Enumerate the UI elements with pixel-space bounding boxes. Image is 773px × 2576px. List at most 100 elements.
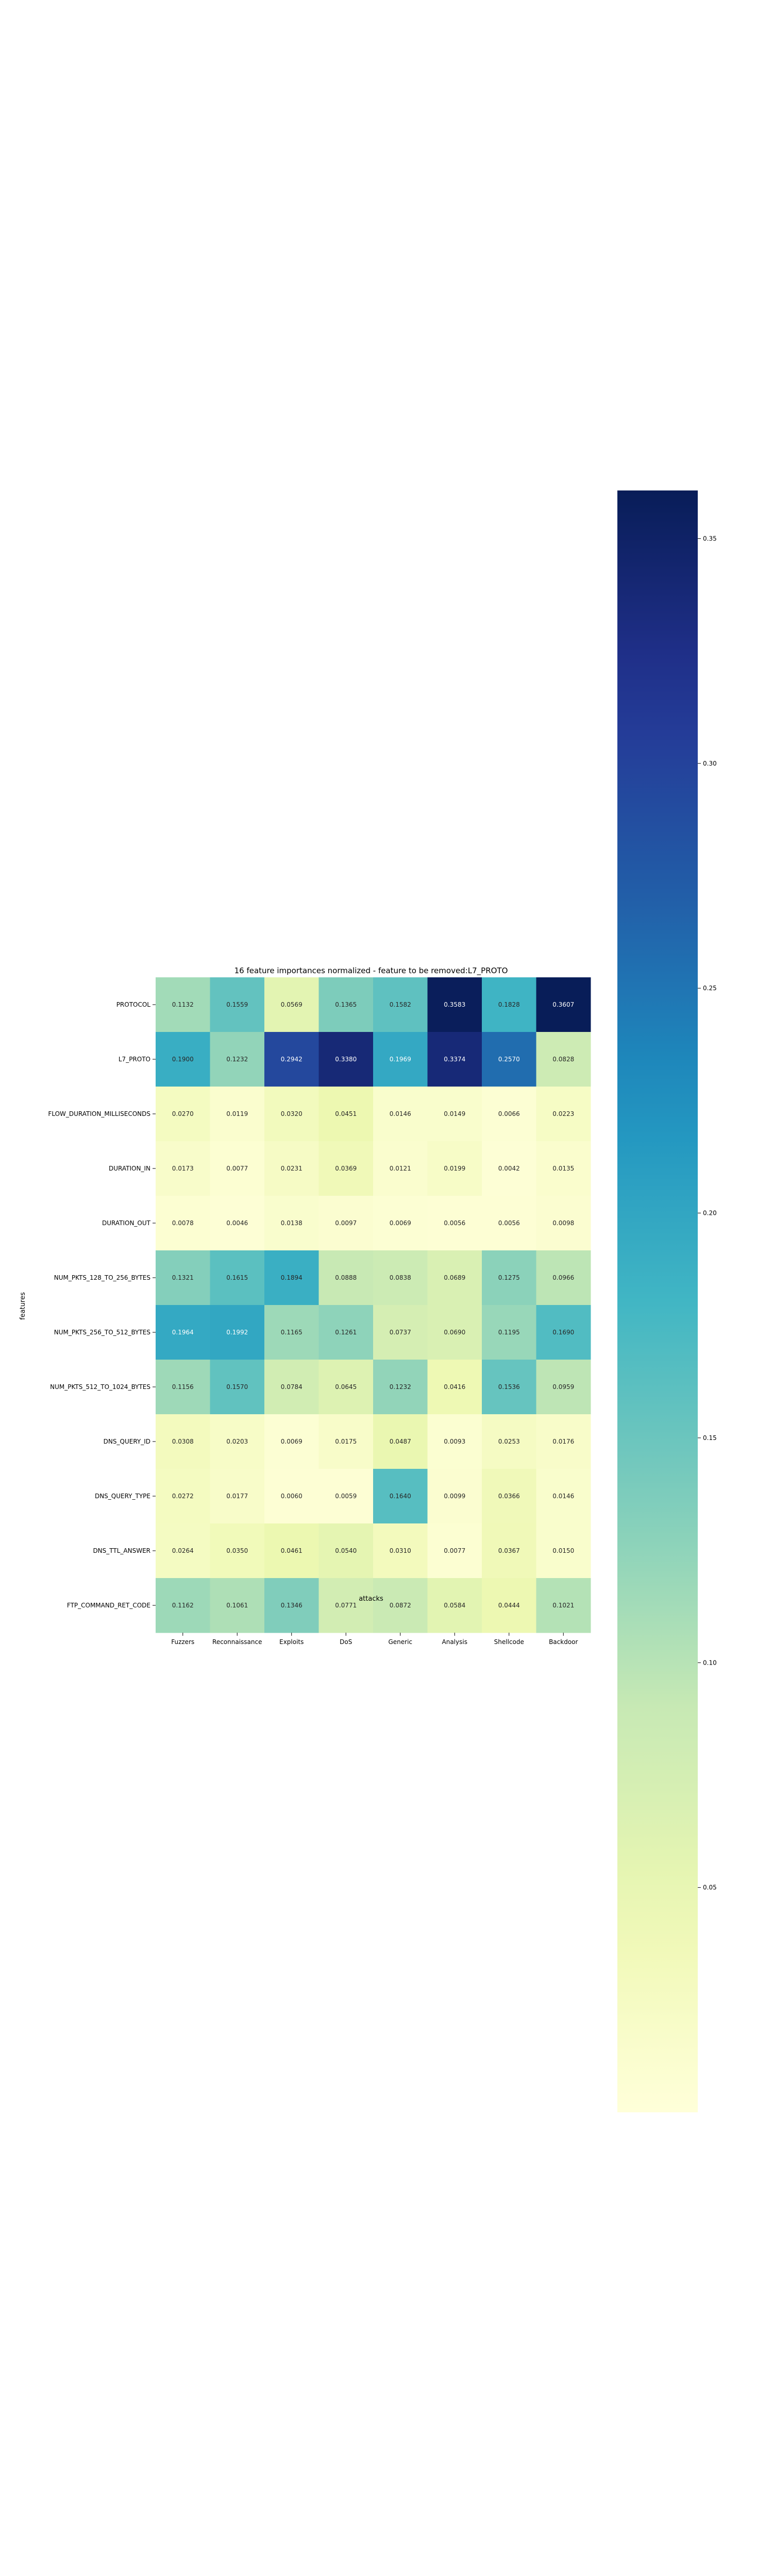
heatmap-cell: [318, 1196, 374, 1251]
cell-value-label: 0.1992: [226, 1329, 248, 1336]
cell-value-label: 0.0098: [552, 1219, 574, 1227]
cell-value-label: 0.1132: [172, 1001, 194, 1008]
heatmap-cell: [318, 1032, 374, 1087]
row-label: DURATION_IN: [109, 1165, 150, 1172]
row-label: PROTOCOL: [116, 1001, 151, 1008]
heatmap-cell: [427, 1578, 482, 1633]
cell-value-label: 0.0078: [172, 1219, 194, 1227]
heatmap-cell: [264, 1196, 319, 1251]
cell-value-label: 0.0093: [444, 1438, 465, 1445]
cell-value-label: 0.0077: [444, 1547, 465, 1554]
cell-value-label: 0.3583: [444, 1001, 465, 1008]
heatmap-cell: [210, 1523, 265, 1579]
heatmap-cell: [210, 1250, 265, 1306]
cell-value-label: 0.0444: [498, 1602, 520, 1609]
column-label: Generic: [388, 1638, 412, 1646]
column-label: Reconnaissance: [212, 1638, 262, 1646]
heatmap-cell: [427, 1523, 482, 1579]
cell-value-label: 0.0173: [172, 1165, 194, 1172]
row-label: DNS_QUERY_ID: [104, 1438, 150, 1445]
heatmap-cell: [482, 1523, 536, 1579]
cell-value-label: 0.0060: [281, 1493, 303, 1500]
cell-value-label: 0.1900: [172, 1056, 194, 1063]
heatmap-cell: [156, 1360, 210, 1415]
column-label: Analysis: [442, 1638, 467, 1646]
cell-value-label: 0.0223: [552, 1110, 574, 1117]
cell-value-label: 0.1969: [390, 1056, 411, 1063]
heatmap-cell: [536, 977, 591, 1032]
heatmap-cell: [536, 1250, 591, 1306]
heatmap-cell: [156, 1305, 210, 1360]
cell-value-label: 0.0069: [390, 1219, 411, 1227]
cell-value-label: 0.1156: [172, 1383, 194, 1391]
cell-value-label: 0.1321: [172, 1274, 194, 1281]
cell-value-label: 0.1195: [498, 1329, 520, 1336]
heatmap-cell: [264, 1360, 319, 1415]
heatmap-cell: [156, 1523, 210, 1579]
cell-value-label: 0.1162: [172, 1602, 194, 1609]
heatmap-cell: [156, 1032, 210, 1087]
cell-value-label: 0.0146: [552, 1493, 574, 1500]
heatmap-cell: [482, 1414, 536, 1469]
colorbar-tick-label: 0.10: [703, 1659, 717, 1666]
heatmap-cell: [318, 1578, 374, 1633]
heatmap-cell: [427, 977, 482, 1032]
heatmap-cell: [373, 1196, 428, 1251]
x-axis-label: attacks: [359, 1595, 383, 1603]
cell-value-label: 0.1582: [390, 1001, 411, 1008]
cell-value-label: 0.0135: [552, 1165, 574, 1172]
cell-value-label: 0.0645: [335, 1383, 357, 1391]
cell-value-label: 0.1964: [172, 1329, 194, 1336]
heatmap-cell: [318, 1469, 374, 1524]
row-label: NUM_PKTS_256_TO_512_BYTES: [54, 1329, 150, 1336]
heatmap-cell: [536, 1523, 591, 1579]
cell-value-label: 0.1232: [226, 1056, 248, 1063]
heatmap-cell: [264, 977, 319, 1032]
heatmap-cell: [536, 1032, 591, 1087]
heatmap-cell: [482, 1305, 536, 1360]
heatmap-cell: [536, 1414, 591, 1469]
heatmap-cell: [536, 1087, 591, 1142]
heatmap-cell: [318, 977, 374, 1032]
cell-value-label: 0.0838: [390, 1274, 411, 1281]
heatmap-cell: [482, 1032, 536, 1087]
cell-value-labels: 0.1132 0.1559 0.0569 0.1365 0.1582 0.3583 0.18…: [172, 1001, 575, 1609]
cell-value-label: 0.3374: [444, 1056, 465, 1063]
heatmap-cell: [427, 1360, 482, 1415]
cell-value-label: 0.0569: [281, 1001, 303, 1008]
heatmap-cell: [210, 1578, 265, 1633]
colorbar-tick-label: 0.20: [703, 1210, 717, 1217]
heatmap-cell: [482, 977, 536, 1032]
cell-value-label: 0.0350: [226, 1547, 248, 1554]
column-label: Fuzzers: [171, 1638, 194, 1646]
cell-value-label: 0.0966: [552, 1274, 574, 1281]
cell-value-label: 0.0066: [498, 1110, 520, 1117]
colorbar: 0.05 0.10 0.15 0.20 0.25 0.30 0.35: [617, 490, 717, 2112]
heatmap-cell: [373, 1578, 428, 1633]
heatmap-cell: [156, 1141, 210, 1196]
heatmap-cell: [427, 1196, 482, 1251]
cell-value-label: 0.0487: [390, 1438, 411, 1445]
heatmap-cell: [156, 1087, 210, 1142]
heatmap-cell: [210, 1032, 265, 1087]
cell-value-label: 0.1365: [335, 1001, 357, 1008]
colorbar-tick-label: 0.35: [703, 535, 717, 542]
heatmap-cell: [482, 1250, 536, 1306]
heatmap-cell: [318, 1141, 374, 1196]
heatmap-cell: [264, 1250, 319, 1306]
row-label: DURATION_OUT: [102, 1219, 151, 1227]
heatmap-cell: [318, 1414, 374, 1469]
heatmap-cell: [210, 1305, 265, 1360]
heatmap-cell: [427, 1032, 482, 1087]
cell-value-label: 0.0177: [226, 1493, 248, 1500]
heatmap-cell: [264, 1141, 319, 1196]
cell-value-label: 0.0056: [498, 1219, 520, 1227]
cell-value-label: 0.1232: [390, 1383, 411, 1391]
cell-value-label: 0.0138: [281, 1219, 303, 1227]
cell-value-label: 0.0175: [335, 1438, 357, 1445]
heatmap-cell: [536, 1141, 591, 1196]
heatmap-cell: [536, 1305, 591, 1360]
cell-value-label: 0.0121: [390, 1165, 411, 1172]
colorbar-gradient: [617, 490, 698, 2112]
